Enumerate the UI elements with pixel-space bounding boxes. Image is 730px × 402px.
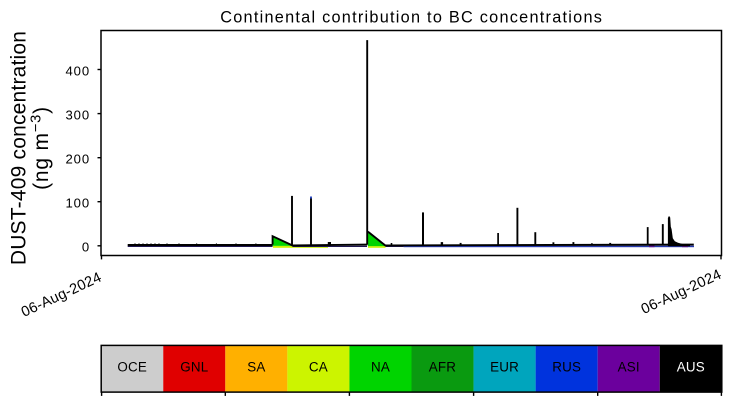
- svg-text:CA: CA: [309, 359, 328, 374]
- svg-text:RUS: RUS: [552, 359, 581, 374]
- svg-text:400: 400: [65, 63, 90, 78]
- svg-text:Continental contribution to BC: Continental contribution to BC concentra…: [220, 8, 603, 26]
- svg-text:300: 300: [65, 108, 90, 123]
- svg-text:OCE: OCE: [117, 359, 147, 374]
- svg-text:100: 100: [65, 196, 90, 211]
- svg-text:AFR: AFR: [429, 359, 457, 374]
- svg-text:DUST-409 concentration: DUST-409 concentration: [8, 31, 31, 265]
- svg-text:200: 200: [65, 152, 90, 167]
- svg-text:GNL: GNL: [180, 359, 208, 374]
- svg-text:0: 0: [82, 240, 90, 255]
- svg-text:AUS: AUS: [677, 359, 705, 374]
- svg-text:SA: SA: [247, 359, 265, 374]
- svg-text:EUR: EUR: [490, 359, 519, 374]
- svg-text:ASI: ASI: [618, 359, 640, 374]
- svg-text:NA: NA: [371, 359, 390, 374]
